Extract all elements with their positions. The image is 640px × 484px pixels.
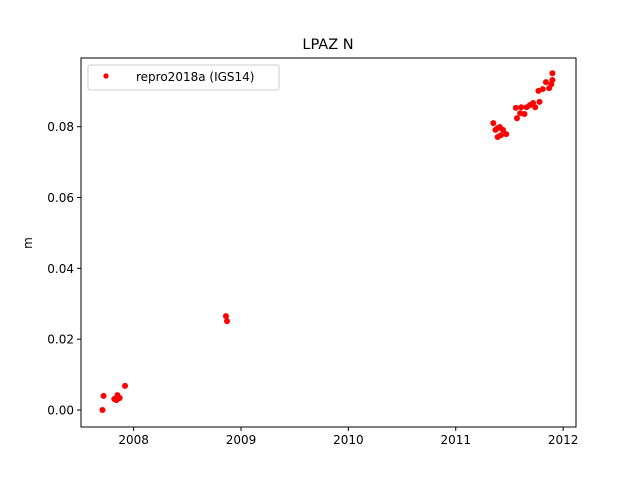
data-point (99, 407, 106, 414)
data-point (499, 126, 506, 133)
data-point (222, 313, 229, 320)
data-point (503, 131, 510, 138)
x-tick-label: 2009 (226, 433, 257, 447)
legend-box (87, 64, 280, 91)
data-point (521, 110, 528, 117)
data-point (100, 392, 107, 399)
x-tick-label: 2011 (440, 433, 471, 447)
y-tick-label: 0.06 (47, 191, 74, 205)
data-point (539, 86, 546, 93)
plot-area-frame (80, 57, 577, 428)
legend-label: repro2018a (IGS14) (136, 70, 254, 84)
y-tick-label: 0.02 (47, 333, 74, 347)
y-tick-label: 0.00 (47, 404, 74, 418)
data-point (532, 104, 539, 111)
data-point (116, 394, 123, 401)
data-point (536, 98, 543, 105)
legend-marker (103, 73, 109, 79)
x-tick-label: 2010 (333, 433, 364, 447)
data-point (513, 115, 520, 122)
data-point (549, 70, 556, 77)
data-point (542, 79, 549, 86)
data-point (490, 120, 497, 127)
chart-title: LPAZ N (302, 37, 353, 53)
data-point (122, 382, 129, 389)
data-point (224, 318, 231, 325)
x-tick-label: 2008 (118, 433, 149, 447)
data-point (549, 76, 556, 83)
legend: repro2018a (IGS14) (87, 64, 280, 91)
data-point (512, 104, 519, 111)
axis-ticks: 2008 2009 2010 2011 2012 0.00 0.02 0.04 0.06 0.08 (47, 120, 578, 447)
y-axis-label: m (21, 237, 35, 249)
x-tick-label: 2012 (548, 433, 579, 447)
y-tick-label: 0.08 (47, 120, 74, 134)
data-point (494, 133, 501, 140)
y-tick-label: 0.04 (47, 262, 74, 276)
data-points (99, 70, 556, 414)
data-point (518, 104, 525, 111)
